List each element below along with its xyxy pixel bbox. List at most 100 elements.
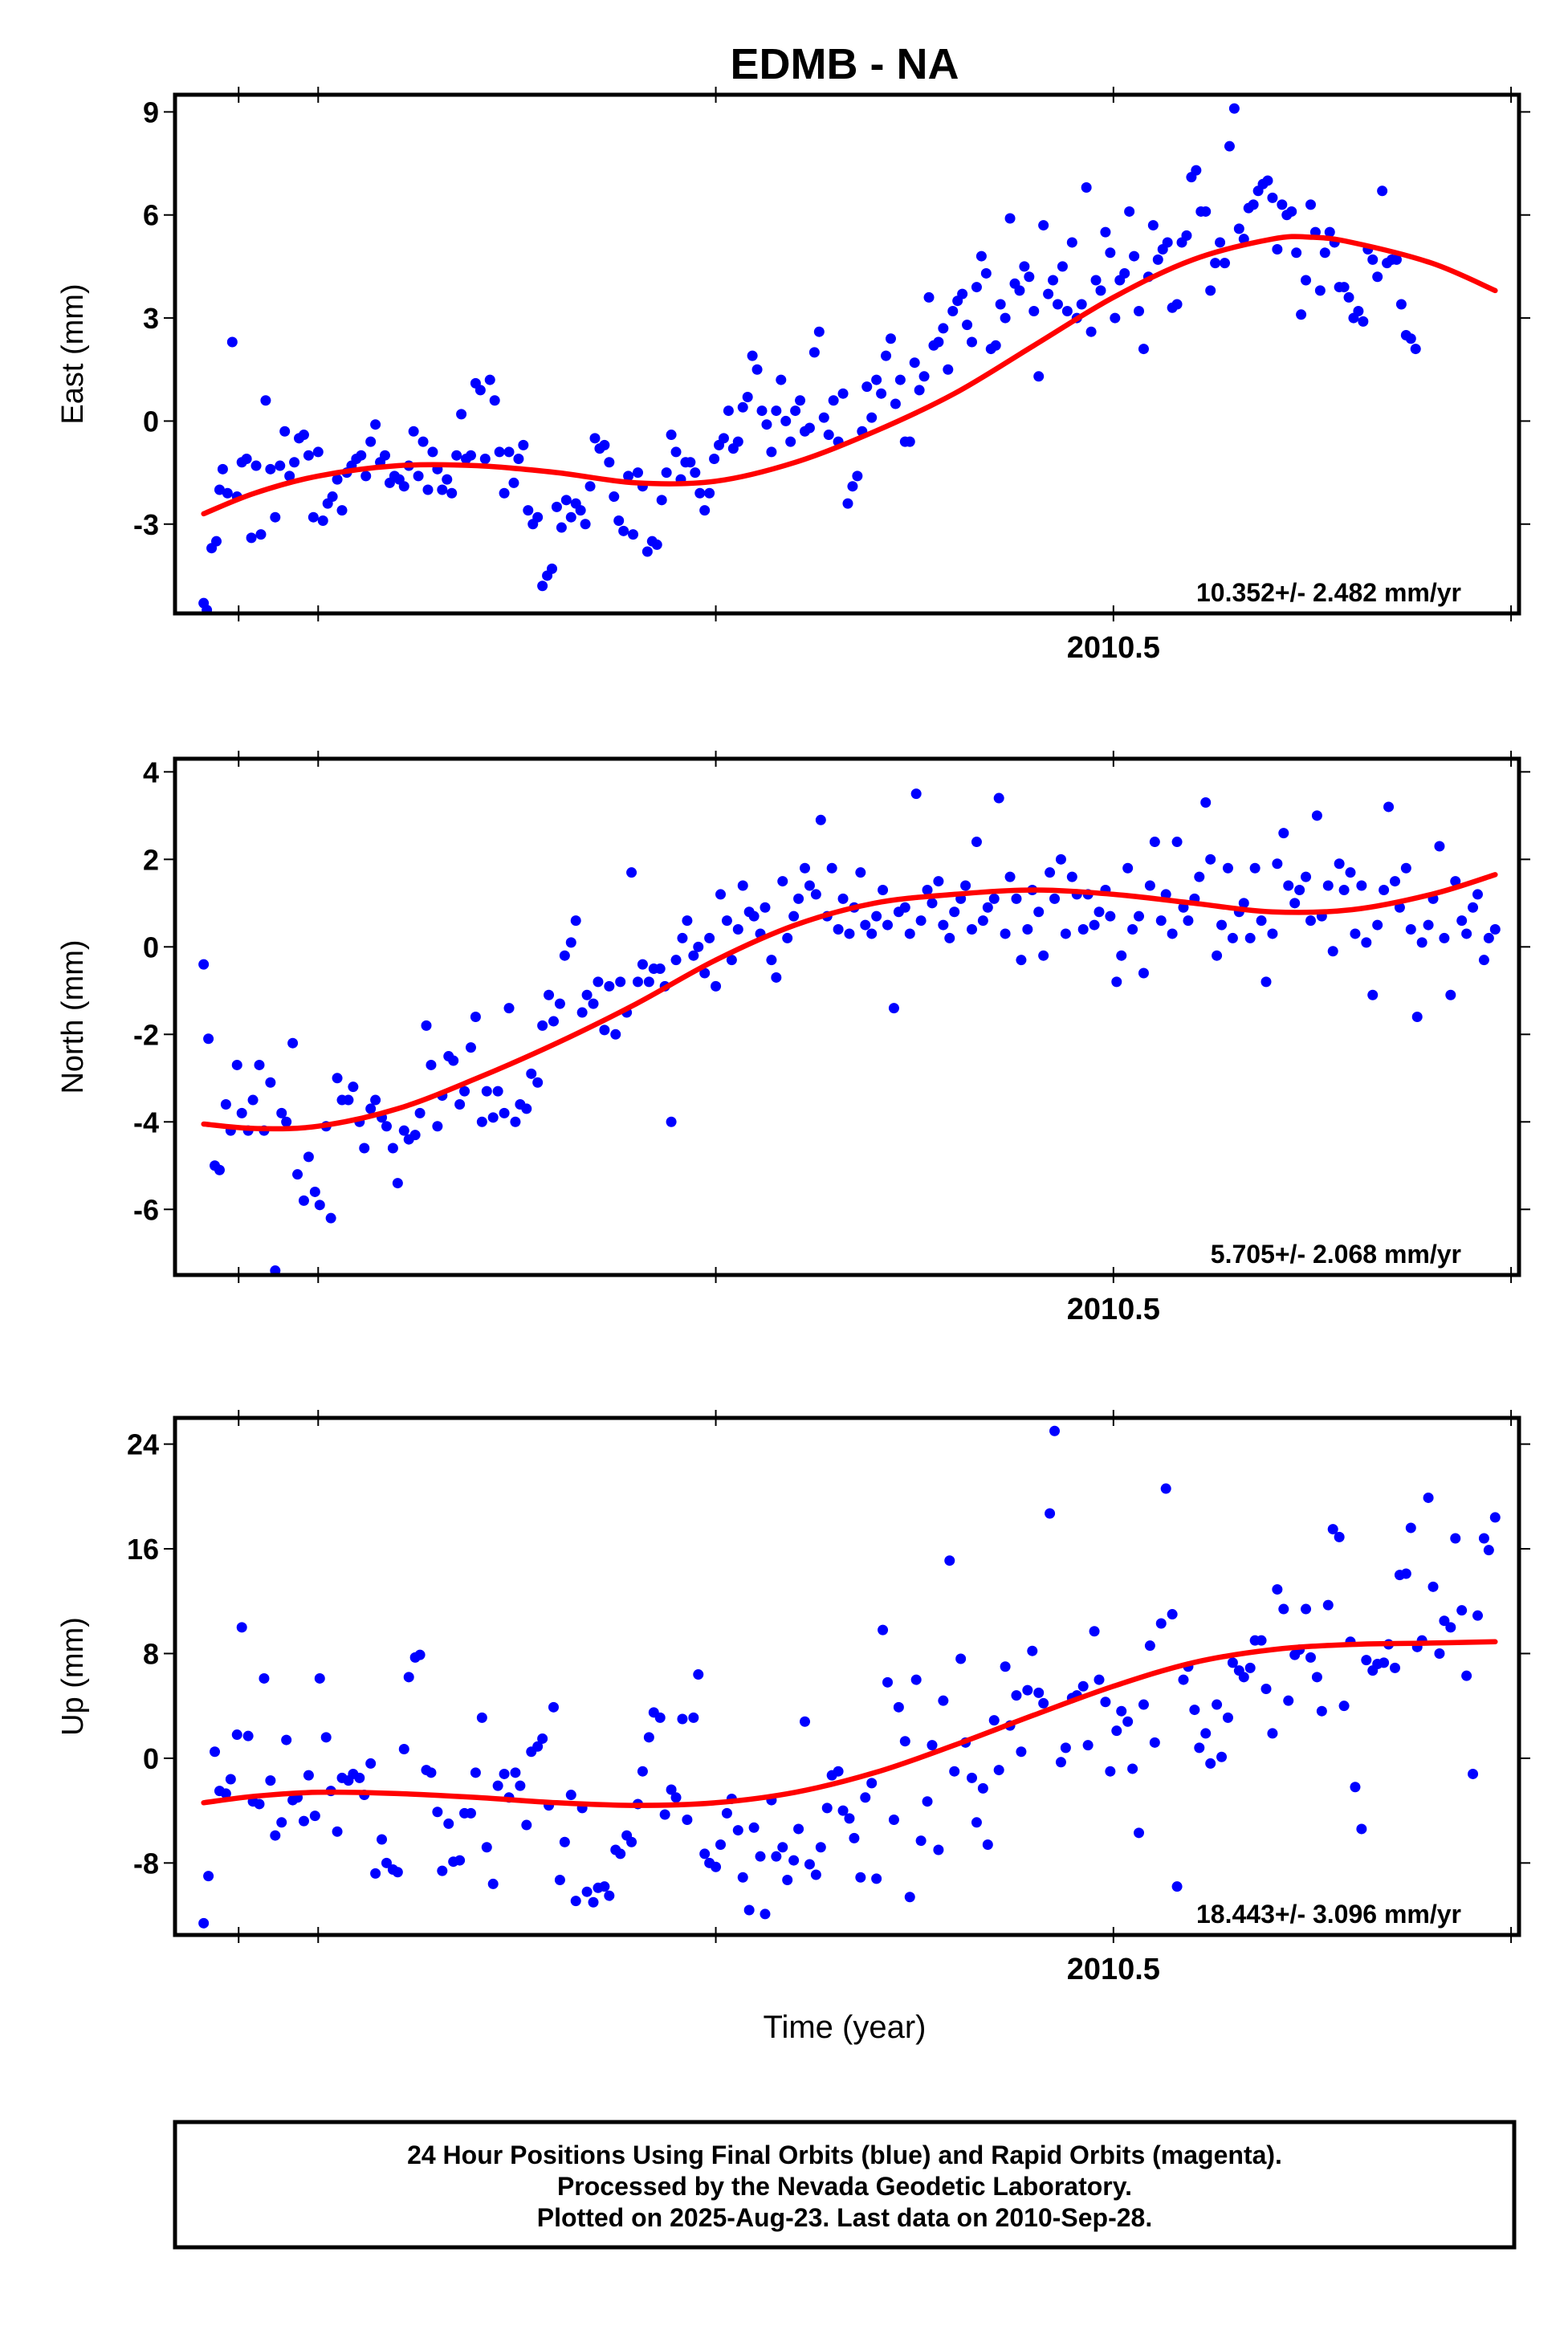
- east-data-point: [1228, 103, 1240, 114]
- up-data-point: [220, 1788, 231, 1799]
- north-data-point: [465, 1042, 476, 1053]
- up-data-point: [203, 1871, 214, 1882]
- north-data-point: [760, 902, 771, 913]
- east-data-point: [1181, 230, 1192, 241]
- north-data-point: [949, 906, 960, 918]
- up-data-point: [849, 1832, 860, 1843]
- east-data-point: [327, 491, 338, 503]
- east-data-point: [451, 450, 462, 461]
- up-data-point: [949, 1766, 960, 1777]
- up-data-point: [570, 1896, 581, 1907]
- east-data-point: [1377, 185, 1388, 197]
- up-data-point: [637, 1766, 648, 1777]
- east-data-point: [1052, 299, 1063, 310]
- east-data-point: [494, 446, 505, 458]
- east-data-point: [776, 374, 787, 385]
- east-data-point: [442, 474, 453, 485]
- north-data-point: [971, 837, 982, 848]
- up-data-point: [599, 1881, 610, 1892]
- north-data-point: [688, 950, 699, 961]
- up-data-point: [748, 1822, 760, 1833]
- east-data-point: [737, 401, 748, 413]
- north-data-point: [704, 932, 715, 943]
- north-data-point: [559, 950, 570, 961]
- north-data-point: [1155, 915, 1167, 927]
- north-data-point: [1183, 915, 1194, 927]
- east-rate-text: 10.352+/- 2.482 mm/yr: [1196, 578, 1461, 607]
- up-data-point: [777, 1842, 788, 1853]
- up-data-point: [1077, 1680, 1089, 1692]
- north-data-point: [492, 1086, 503, 1097]
- up-data-point: [1456, 1605, 1468, 1616]
- up-data-point: [721, 1807, 732, 1819]
- north-data-point: [1267, 928, 1278, 939]
- up-data-point: [354, 1772, 365, 1783]
- east-data-point: [780, 415, 792, 426]
- east-data-point: [284, 470, 295, 482]
- north-data-point: [432, 1121, 443, 1132]
- up-data-point: [281, 1734, 292, 1745]
- up-data-point: [443, 1818, 454, 1829]
- up-data-point: [771, 1851, 782, 1862]
- north-data-point: [1171, 837, 1183, 848]
- east-data-point: [279, 426, 291, 437]
- north-data-point: [666, 1116, 677, 1127]
- east-data-point: [1110, 312, 1121, 324]
- up-data-point: [1022, 1684, 1033, 1696]
- east-data-point: [226, 336, 238, 348]
- north-data-point: [1272, 858, 1283, 870]
- up-data-point: [1338, 1701, 1350, 1712]
- north-data-point: [314, 1200, 325, 1211]
- north-data-point: [1383, 801, 1395, 813]
- east-data-point: [479, 453, 491, 464]
- up-data-point: [1261, 1683, 1272, 1694]
- north-data-point: [982, 902, 993, 913]
- up-data-point: [1468, 1768, 1479, 1779]
- chart-title: EDMB - NA: [731, 40, 959, 88]
- north-data-point: [878, 884, 889, 895]
- east-data-point: [847, 481, 858, 492]
- north-data-point: [593, 976, 604, 988]
- north-data-point: [499, 1107, 510, 1118]
- east-data-point: [980, 267, 992, 279]
- up-data-point: [1461, 1670, 1472, 1681]
- up-data-point: [1049, 1425, 1061, 1436]
- north-data-point: [414, 1107, 426, 1118]
- east-data-point: [628, 529, 639, 540]
- east-data-point: [1134, 306, 1145, 317]
- north-data-point: [1372, 919, 1383, 931]
- north-data-point: [220, 1098, 231, 1110]
- up-data-point: [554, 1875, 565, 1886]
- east-ytick-label: 3: [143, 302, 159, 335]
- north-panel: -6 -4 -2 0 2 4 5.705+/- 2.068 mm/yr 2010.5 North…: [56, 751, 1530, 1326]
- north-data-point: [381, 1121, 392, 1132]
- east-data-point: [1343, 291, 1354, 303]
- east-data-point: [613, 515, 625, 526]
- up-data-point: [1011, 1690, 1022, 1701]
- up-data-point: [904, 1892, 915, 1903]
- north-data-point: [1361, 937, 1372, 948]
- up-data-point: [1016, 1746, 1027, 1758]
- up-data-point: [510, 1767, 521, 1778]
- up-data-point: [1238, 1672, 1249, 1683]
- up-data-point: [782, 1875, 793, 1886]
- east-data-point: [842, 498, 853, 509]
- north-data-point: [1338, 884, 1350, 895]
- up-data-point: [276, 1817, 287, 1828]
- east-data-point: [537, 580, 548, 592]
- up-data-point: [833, 1766, 844, 1777]
- east-data-point: [957, 288, 968, 299]
- east-data-point: [723, 405, 734, 417]
- east-data-point: [947, 306, 959, 317]
- north-data-point: [1138, 967, 1149, 979]
- up-data-point: [231, 1729, 242, 1741]
- north-data-point: [988, 893, 1000, 904]
- up-data-point: [1227, 1657, 1238, 1668]
- up-data-point: [1322, 1599, 1334, 1611]
- north-data-point: [265, 1077, 276, 1088]
- east-data-point: [813, 326, 825, 337]
- north-data-point: [1405, 924, 1416, 935]
- up-data-point: [320, 1732, 332, 1743]
- north-data-point: [487, 1112, 499, 1123]
- east-data-point: [246, 532, 257, 544]
